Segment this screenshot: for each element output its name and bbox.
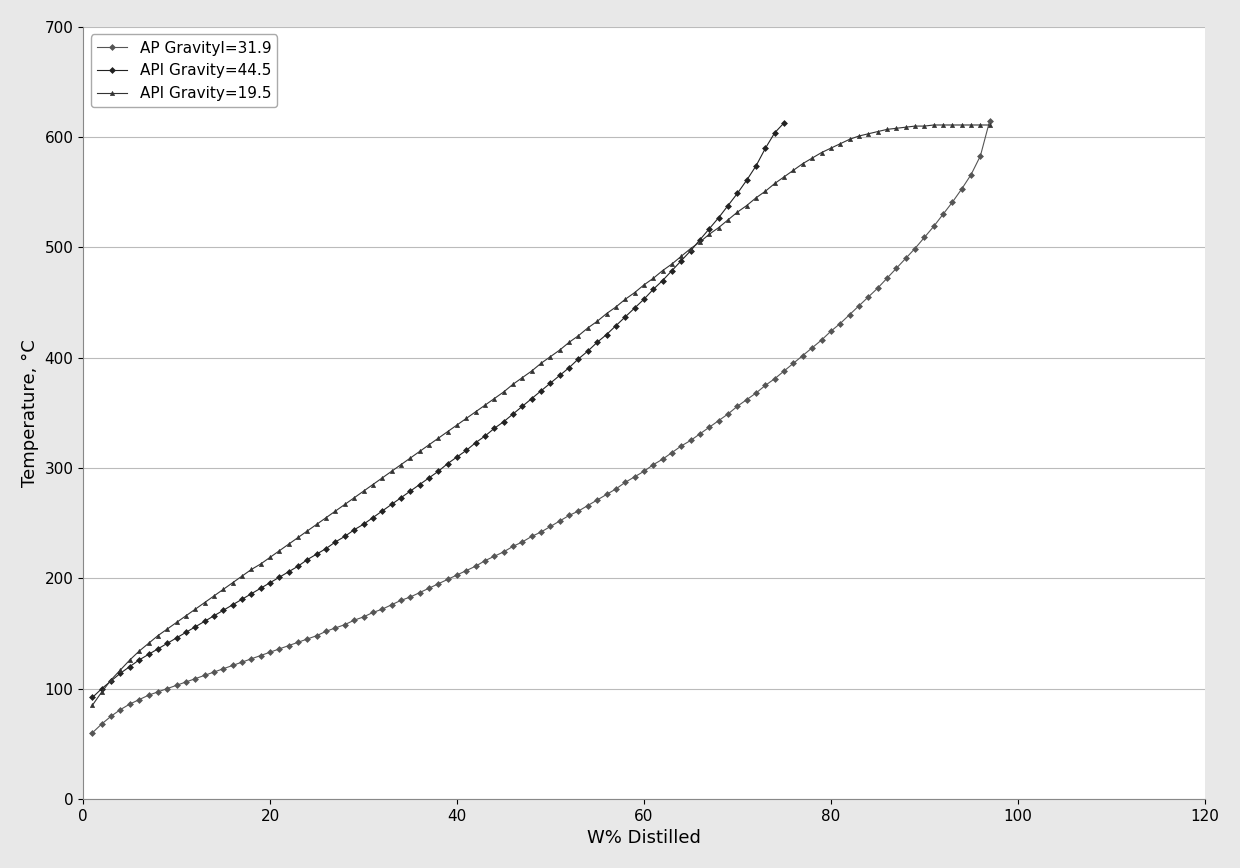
API Gravity=44.5 <box>86 692 100 702</box>
AP GravityI=31.9 <box>533 527 548 537</box>
API Gravity=19.5 <box>599 308 614 319</box>
AP GravityI=31.9 <box>599 490 614 500</box>
Line: API Gravity=19.5: API Gravity=19.5 <box>91 123 992 707</box>
API Gravity=44.5 <box>636 294 651 305</box>
API Gravity=44.5 <box>776 117 791 128</box>
API Gravity=19.5 <box>776 172 791 182</box>
API Gravity=19.5 <box>982 120 997 130</box>
API Gravity=19.5 <box>319 512 334 523</box>
API Gravity=19.5 <box>150 630 165 641</box>
API Gravity=19.5 <box>86 700 100 710</box>
AP GravityI=31.9 <box>113 704 128 714</box>
API Gravity=44.5 <box>609 320 624 331</box>
API Gravity=19.5 <box>926 120 941 130</box>
Y-axis label: Temperature, °C: Temperature, °C <box>21 339 38 487</box>
Legend: AP GravityI=31.9, API Gravity=44.5, API Gravity=19.5: AP GravityI=31.9, API Gravity=44.5, API … <box>91 35 278 107</box>
AP GravityI=31.9 <box>150 687 165 697</box>
API Gravity=44.5 <box>627 303 642 313</box>
Line: AP GravityI=31.9: AP GravityI=31.9 <box>91 119 992 735</box>
API Gravity=44.5 <box>141 649 156 660</box>
API Gravity=44.5 <box>702 223 717 233</box>
API Gravity=44.5 <box>655 275 670 286</box>
API Gravity=19.5 <box>533 358 548 368</box>
AP GravityI=31.9 <box>86 727 100 738</box>
AP GravityI=31.9 <box>776 365 791 376</box>
API Gravity=19.5 <box>113 665 128 675</box>
Line: API Gravity=44.5: API Gravity=44.5 <box>91 121 786 700</box>
AP GravityI=31.9 <box>982 115 997 126</box>
X-axis label: W% Distilled: W% Distilled <box>587 829 701 847</box>
AP GravityI=31.9 <box>319 626 334 636</box>
